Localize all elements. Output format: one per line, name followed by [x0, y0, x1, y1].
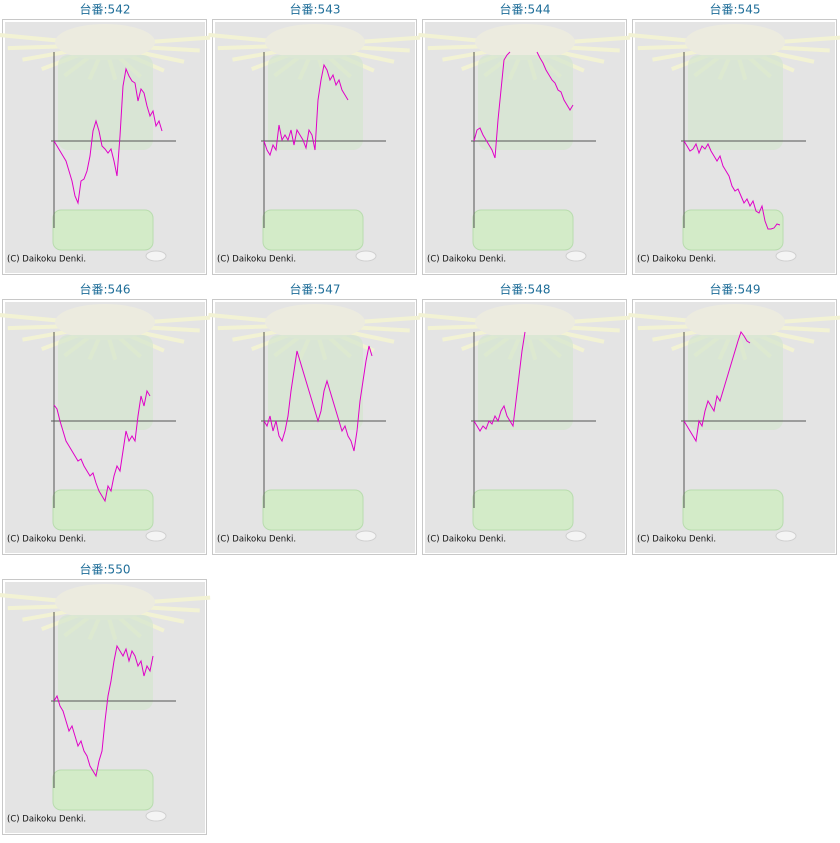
copyright: (C) Daikoku Denki.	[217, 255, 296, 265]
data-line	[53, 67, 163, 205]
copyright: (C) Daikoku Denki.	[7, 535, 86, 545]
decor-tray	[682, 489, 784, 531]
decor-top	[55, 584, 155, 620]
chart-panel: 台番:550 (C) Daikoku Denki.	[0, 562, 211, 835]
decor-stack	[478, 55, 573, 150]
decor-coin	[145, 810, 167, 822]
chart-title: 台番:544	[500, 2, 551, 17]
decor-coin	[355, 250, 377, 262]
data-line	[53, 644, 154, 778]
copyright: (C) Daikoku Denki.	[427, 255, 506, 265]
decor-top	[475, 304, 575, 340]
data-line	[683, 331, 751, 443]
decor-coin	[355, 530, 377, 542]
decor-tray	[262, 209, 364, 251]
decor-top	[475, 24, 575, 60]
copyright: (C) Daikoku Denki.	[7, 255, 86, 265]
decor-coin	[775, 250, 797, 262]
chart-title: 台番:548	[500, 282, 551, 297]
copyright: (C) Daikoku Denki.	[637, 255, 716, 265]
chart-title: 台番:542	[80, 2, 131, 17]
chart-panel: 台番:549 (C) Daikoku Denki.	[628, 282, 840, 555]
decor-tray	[682, 209, 784, 251]
decor-tray	[52, 209, 154, 251]
decor-top	[265, 24, 365, 60]
decor-tray	[52, 769, 154, 811]
chart-title: 台番:546	[80, 282, 131, 297]
decor-top	[265, 304, 365, 340]
decor-tray	[472, 209, 574, 251]
decor-coin	[775, 530, 797, 542]
chart-panel: 台番:545 (C) Daikoku Denki.	[628, 2, 840, 275]
decor-stack	[268, 55, 363, 150]
chart-panel: 台番:546 (C) Daikoku Denki.	[0, 282, 211, 555]
decor-coin	[565, 250, 587, 262]
decor-stack	[688, 335, 783, 430]
copyright: (C) Daikoku Denki.	[7, 815, 86, 825]
chart-title: 台番:549	[710, 282, 761, 297]
chart-panel: 台番:544 (C) Daikoku Denki.	[418, 2, 631, 275]
decor-stack	[58, 615, 153, 710]
decor-tray	[52, 489, 154, 531]
data-line	[263, 63, 349, 157]
decor-top	[55, 24, 155, 60]
decor-stack	[688, 55, 783, 150]
chart-panel: 台番:543 (C) Daikoku Denki.	[208, 2, 421, 275]
chart-title: 台番:550	[80, 562, 131, 577]
decor-top	[55, 304, 155, 340]
decor-coin	[565, 530, 587, 542]
data-line	[473, 331, 526, 432]
decor-coin	[145, 250, 167, 262]
data-line	[53, 389, 151, 503]
chart-panel: 台番:548 (C) Daikoku Denki.	[418, 282, 631, 555]
decor-tray	[262, 489, 364, 531]
data-line	[473, 51, 574, 159]
decor-stack	[478, 335, 573, 430]
decor-stack	[58, 55, 153, 150]
chart-title: 台番:543	[290, 2, 341, 17]
copyright: (C) Daikoku Denki.	[427, 535, 506, 545]
decor-top	[685, 304, 785, 340]
copyright: (C) Daikoku Denki.	[217, 535, 296, 545]
decor-tray	[472, 489, 574, 531]
chart-title: 台番:545	[710, 2, 761, 17]
decor-stack	[268, 335, 363, 430]
decor-stack	[58, 335, 153, 430]
decor-top	[685, 24, 785, 60]
chart-title: 台番:547	[290, 282, 341, 297]
copyright: (C) Daikoku Denki.	[637, 535, 716, 545]
chart-panel: 台番:542 (C) Daikoku Denki.	[0, 2, 211, 275]
chart-panel: 台番:547 (C) Daikoku Denki.	[208, 282, 421, 555]
data-line	[683, 140, 781, 230]
decor-coin	[145, 530, 167, 542]
data-line	[263, 345, 373, 452]
